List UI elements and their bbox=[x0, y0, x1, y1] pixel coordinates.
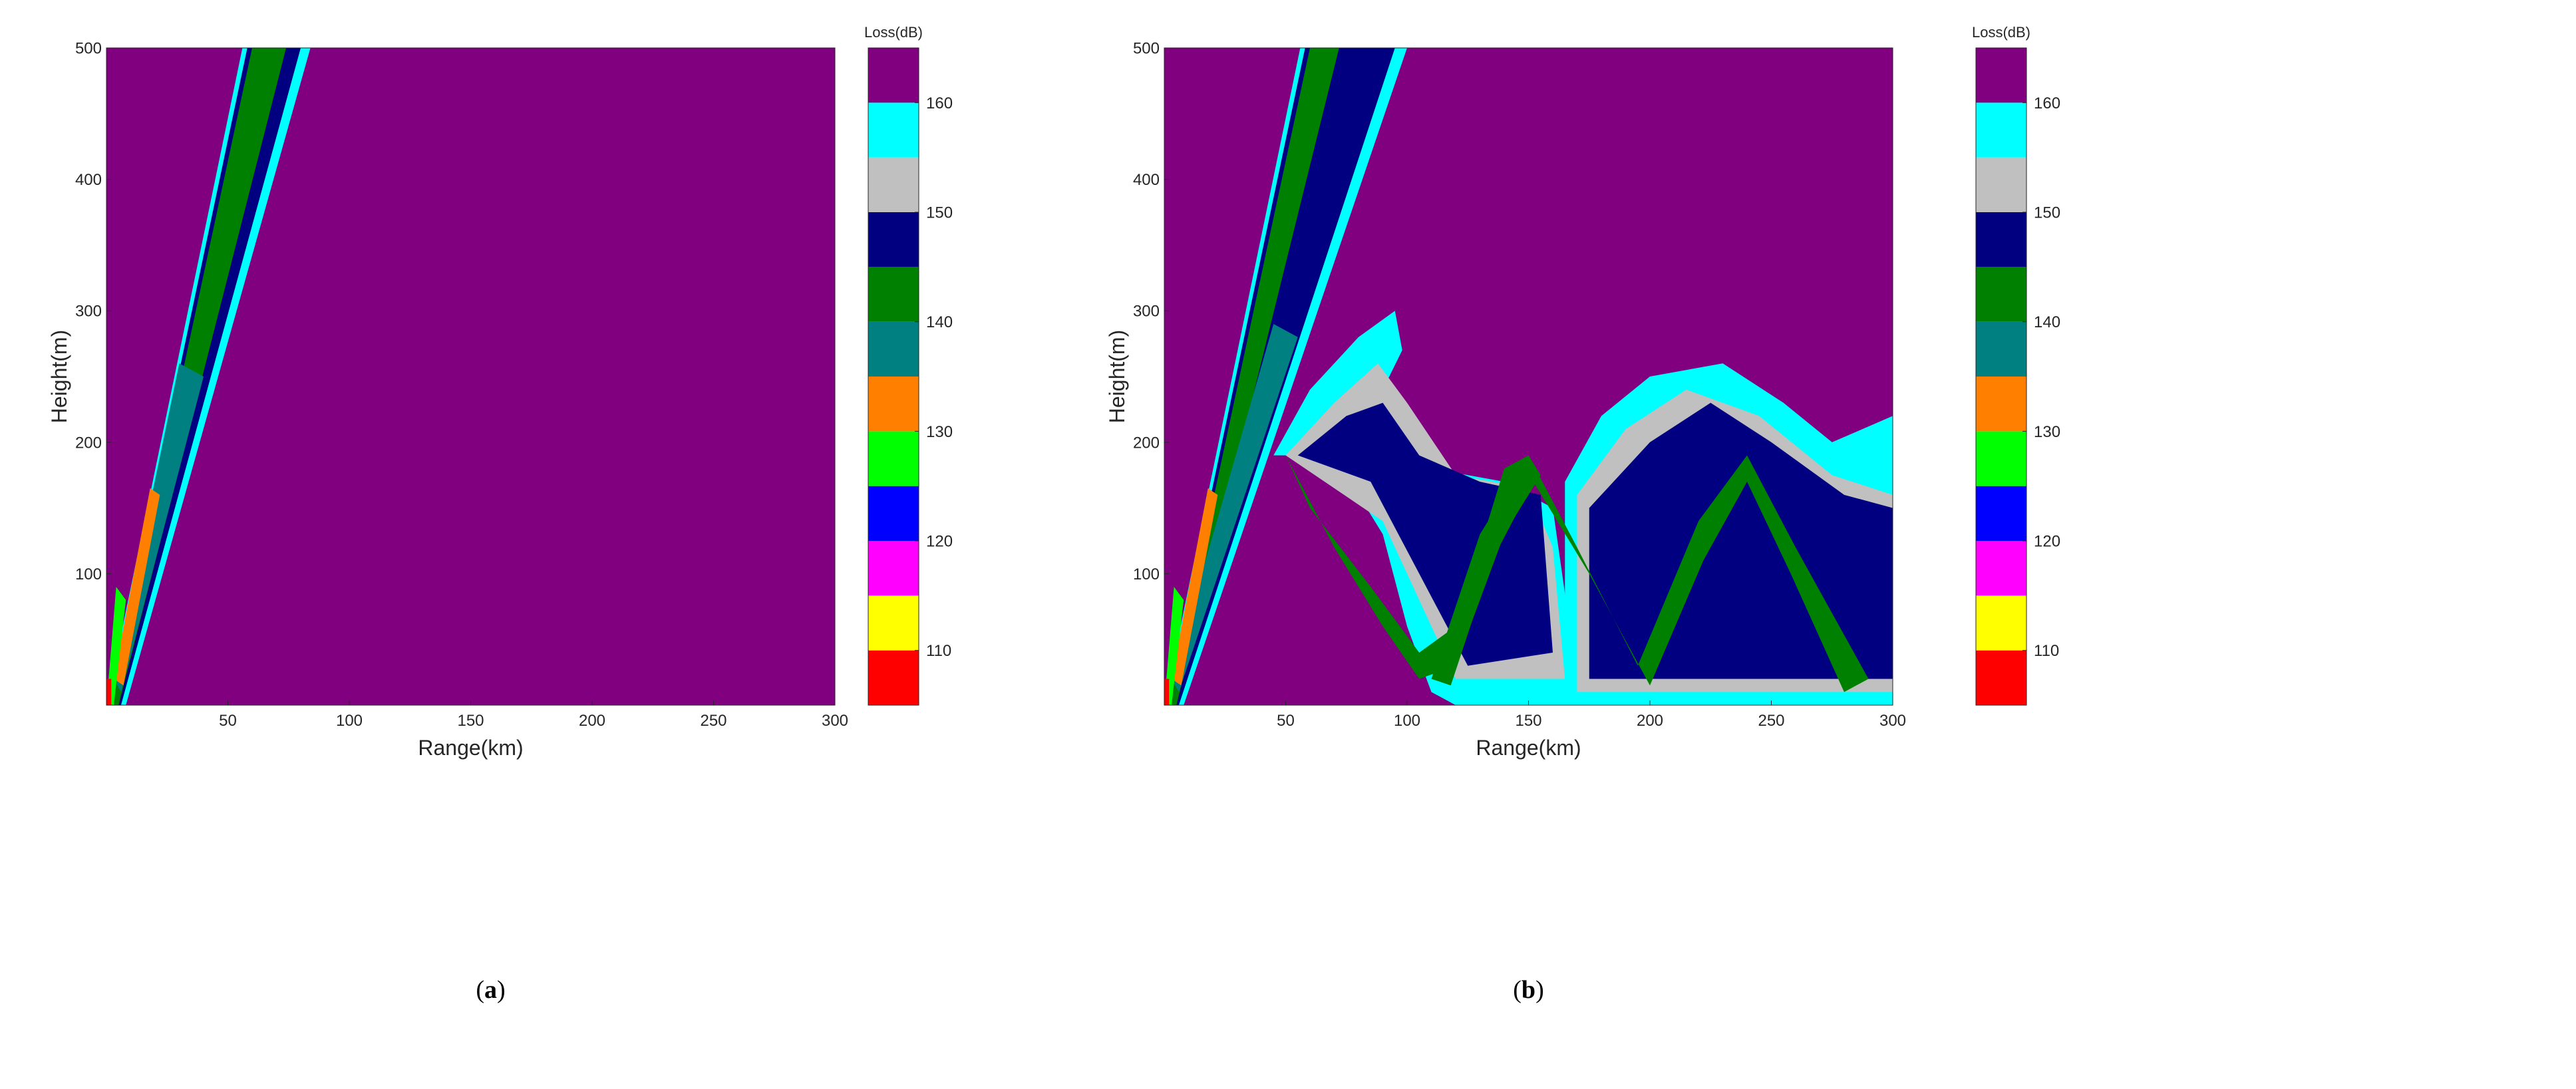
x-tick-label: 300 bbox=[1879, 712, 1906, 730]
panel-b: 100 200 300 400 500 50 100 150 200 250 300 Range(… bbox=[1105, 24, 2060, 1004]
colorbar-tick-label: 120 bbox=[926, 533, 953, 551]
x-ticks: 50 100 150 200 250 300 bbox=[1277, 700, 1906, 730]
colorbar-level-4 bbox=[868, 431, 919, 486]
colorbar-tick-label: 130 bbox=[926, 423, 953, 441]
x-tick-label: 300 bbox=[822, 712, 848, 730]
colorbar-title: Loss(dB) bbox=[864, 24, 923, 41]
colorbar-tick-label: 110 bbox=[926, 642, 951, 660]
loss-region-12 bbox=[1171, 488, 1218, 686]
y-axis-title: Height(m) bbox=[47, 330, 71, 423]
colorbar-level-0 bbox=[868, 650, 919, 705]
colorbar-level-1 bbox=[1976, 595, 2026, 651]
y-tick-label: 200 bbox=[75, 434, 102, 452]
x-ticks: 50 100 150 200 250 300 bbox=[219, 700, 848, 730]
colorbar: 110 120 130 140 150 160 bbox=[868, 47, 953, 706]
x-tick-label: 100 bbox=[336, 712, 363, 730]
loss-region-5 bbox=[1297, 402, 1553, 666]
colorbar-tick-label: 150 bbox=[2034, 204, 2060, 222]
loss-regions bbox=[1164, 48, 1893, 705]
x-tick-label: 100 bbox=[1394, 712, 1420, 730]
colorbar-level-4 bbox=[1976, 431, 2026, 486]
colorbar-level-5 bbox=[868, 377, 919, 432]
x-tick-label: 150 bbox=[1515, 712, 1541, 730]
colorbar-level-6 bbox=[868, 321, 919, 377]
colorbar-level-6 bbox=[1976, 321, 2026, 377]
y-ticks: 100 200 300 400 500 bbox=[1133, 40, 1169, 583]
colorbar-level-2 bbox=[1976, 541, 2026, 596]
colorbar-level-10 bbox=[1976, 102, 2026, 158]
colorbar-level-7 bbox=[1976, 267, 2026, 322]
x-tick-label: 50 bbox=[1277, 712, 1295, 730]
loss-region-14 bbox=[1164, 679, 1170, 705]
colorbar-level-0 bbox=[1976, 650, 2026, 705]
colorbar-level-3 bbox=[868, 486, 919, 541]
panel-label-a: (a) bbox=[476, 976, 505, 1004]
y-tick-label: 100 bbox=[1133, 565, 1160, 583]
panel-label-b: (b) bbox=[1513, 976, 1543, 1004]
colorbar-level-7 bbox=[868, 267, 919, 322]
loss-region-11 bbox=[1171, 323, 1298, 693]
y-tick-label: 200 bbox=[1133, 434, 1160, 452]
y-tick-label: 100 bbox=[75, 565, 102, 583]
panel-label-letter: a bbox=[484, 976, 497, 1004]
colorbar-level-9 bbox=[868, 157, 919, 212]
y-axis-title: Height(m) bbox=[1105, 330, 1129, 423]
colorbar-level-8 bbox=[1976, 212, 2026, 267]
loss-region-13 bbox=[1164, 587, 1184, 705]
colorbar-tick-label: 130 bbox=[2034, 423, 2060, 441]
loss-region-5 bbox=[106, 587, 126, 705]
colorbar-level-5 bbox=[1976, 377, 2026, 432]
y-tick-label: 500 bbox=[75, 40, 102, 58]
colorbar-tick-label: 160 bbox=[2034, 94, 2060, 112]
colorbar-level-11 bbox=[868, 48, 919, 103]
colorbar-tick-label: 140 bbox=[926, 313, 953, 331]
x-tick-label: 150 bbox=[457, 712, 484, 730]
y-tick-label: 300 bbox=[1133, 303, 1160, 321]
colorbar: 110 120 130 140 150 160 bbox=[1975, 47, 2060, 706]
x-tick-label: 250 bbox=[700, 712, 726, 730]
panel-a: 100 200 300 400 500 50 100 150 200 250 300 Range(… bbox=[47, 24, 953, 1004]
colorbar-level-3 bbox=[1976, 486, 2026, 541]
colorbar-level-10 bbox=[868, 102, 919, 158]
x-axis-title: Range(km) bbox=[418, 736, 523, 760]
colorbar-tick-label: 110 bbox=[2034, 642, 2059, 660]
colorbar-title: Loss(dB) bbox=[1972, 24, 2030, 41]
x-tick-label: 250 bbox=[1758, 712, 1784, 730]
plot-area bbox=[1164, 47, 1893, 706]
colorbar-frame bbox=[868, 47, 919, 706]
loss-regions bbox=[106, 48, 311, 705]
colorbar-frame bbox=[1975, 47, 2027, 706]
plot-area bbox=[106, 47, 836, 706]
y-tick-label: 500 bbox=[1133, 40, 1160, 58]
colorbar-level-1 bbox=[868, 595, 919, 651]
colorbar-level-9 bbox=[1976, 157, 2026, 212]
loss-region-10 bbox=[1431, 455, 1869, 693]
panel-label-letter: b bbox=[1522, 976, 1535, 1004]
loss-region-4 bbox=[113, 488, 160, 686]
colorbar-level-8 bbox=[868, 212, 919, 267]
y-tick-label: 400 bbox=[75, 171, 102, 189]
colorbar-tick-label: 160 bbox=[926, 94, 953, 112]
x-tick-label: 200 bbox=[579, 712, 605, 730]
colorbar-tick-label: 140 bbox=[2034, 313, 2060, 331]
colorbar-tick-label: 150 bbox=[926, 204, 953, 222]
x-axis-title: Range(km) bbox=[1476, 736, 1581, 760]
y-ticks: 100 200 300 400 500 bbox=[75, 40, 111, 583]
x-tick-label: 200 bbox=[1637, 712, 1663, 730]
colorbar-level-11 bbox=[1976, 48, 2026, 103]
x-tick-label: 50 bbox=[219, 712, 237, 730]
loss-region-6 bbox=[106, 679, 112, 705]
y-tick-label: 300 bbox=[75, 303, 102, 321]
y-tick-label: 400 bbox=[1133, 171, 1160, 189]
colorbar-tick-label: 120 bbox=[2034, 533, 2060, 551]
colorbar-level-2 bbox=[868, 541, 919, 596]
